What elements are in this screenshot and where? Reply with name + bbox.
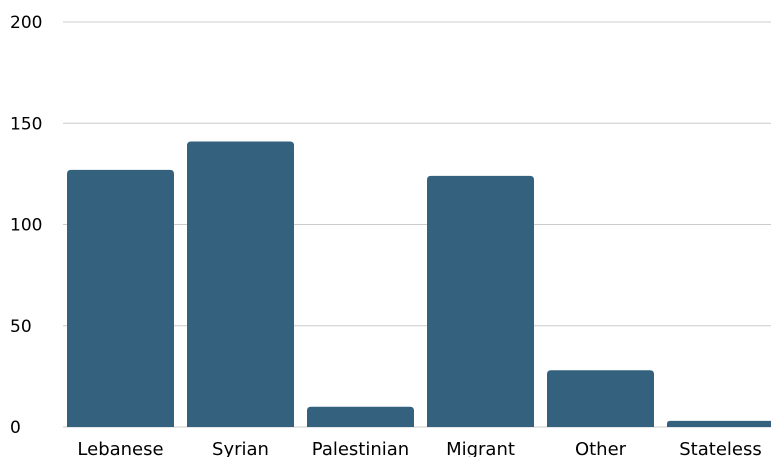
x-tick-label-syrian: Syrian — [212, 439, 269, 457]
y-tick-label: 0 — [10, 418, 21, 438]
bar-palestinian — [307, 406, 414, 427]
y-tick-label: 200 — [10, 13, 42, 33]
x-axis-labels: Lebanese Syrian Palestinian Migrant Other Sta… — [77, 439, 761, 460]
x-tick-label-lebanese: Lebanese — [77, 439, 163, 457]
x-tick-label-palestinian: Palestinian — [312, 439, 409, 457]
bar-syrian — [187, 141, 294, 427]
y-tick-label: 100 — [10, 216, 42, 236]
bar-stateless — [667, 420, 771, 427]
x-tick-label-other: Other — [575, 439, 627, 457]
y-tick-label: 150 — [10, 114, 42, 134]
y-axis-ticks: 0 50 100 150 200 — [10, 13, 42, 438]
bar-lebanese — [67, 169, 174, 427]
x-tick-label-migrant: Migrant — [446, 439, 515, 457]
bar-other — [547, 370, 654, 427]
x-tick-label-stateless: Stateless — [679, 439, 761, 457]
bars — [67, 141, 771, 427]
y-tick-label: 50 — [10, 317, 32, 337]
bar-migrant — [427, 175, 534, 427]
